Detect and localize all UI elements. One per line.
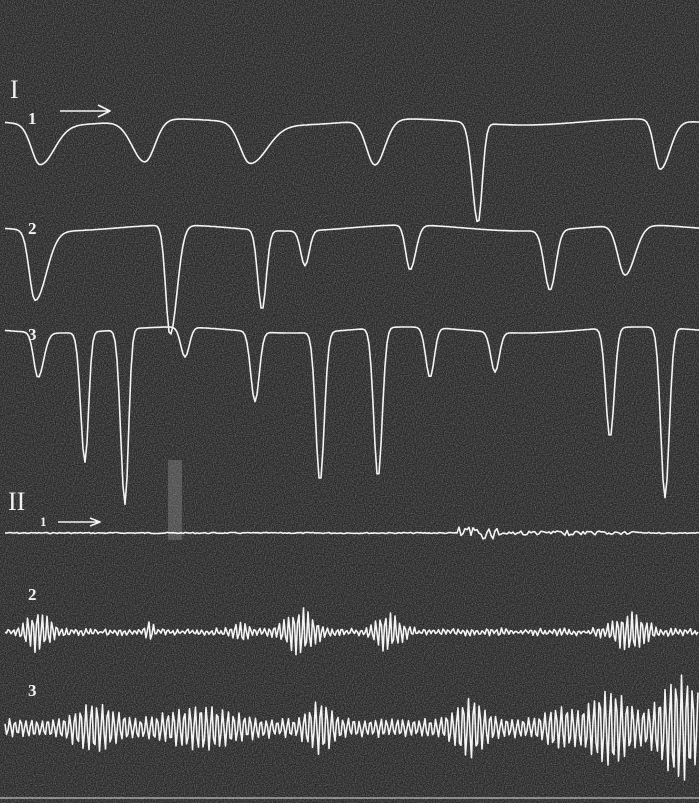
trace-label: 2 — [28, 585, 37, 604]
trace-label: 3 — [28, 325, 37, 344]
panel-label: I — [10, 75, 19, 104]
page: I 1 2 3 II 1 2 3 (() => { const data = J… — [0, 0, 699, 803]
smudge — [168, 460, 182, 540]
tracing-figure: I 1 2 3 II 1 2 3 — [0, 0, 699, 803]
trace-label: 1 — [28, 109, 37, 128]
trace-label: 2 — [28, 219, 37, 238]
trace-label: 3 — [28, 681, 37, 700]
trace-label: 1 — [40, 514, 47, 529]
panel-label: II — [8, 487, 25, 516]
